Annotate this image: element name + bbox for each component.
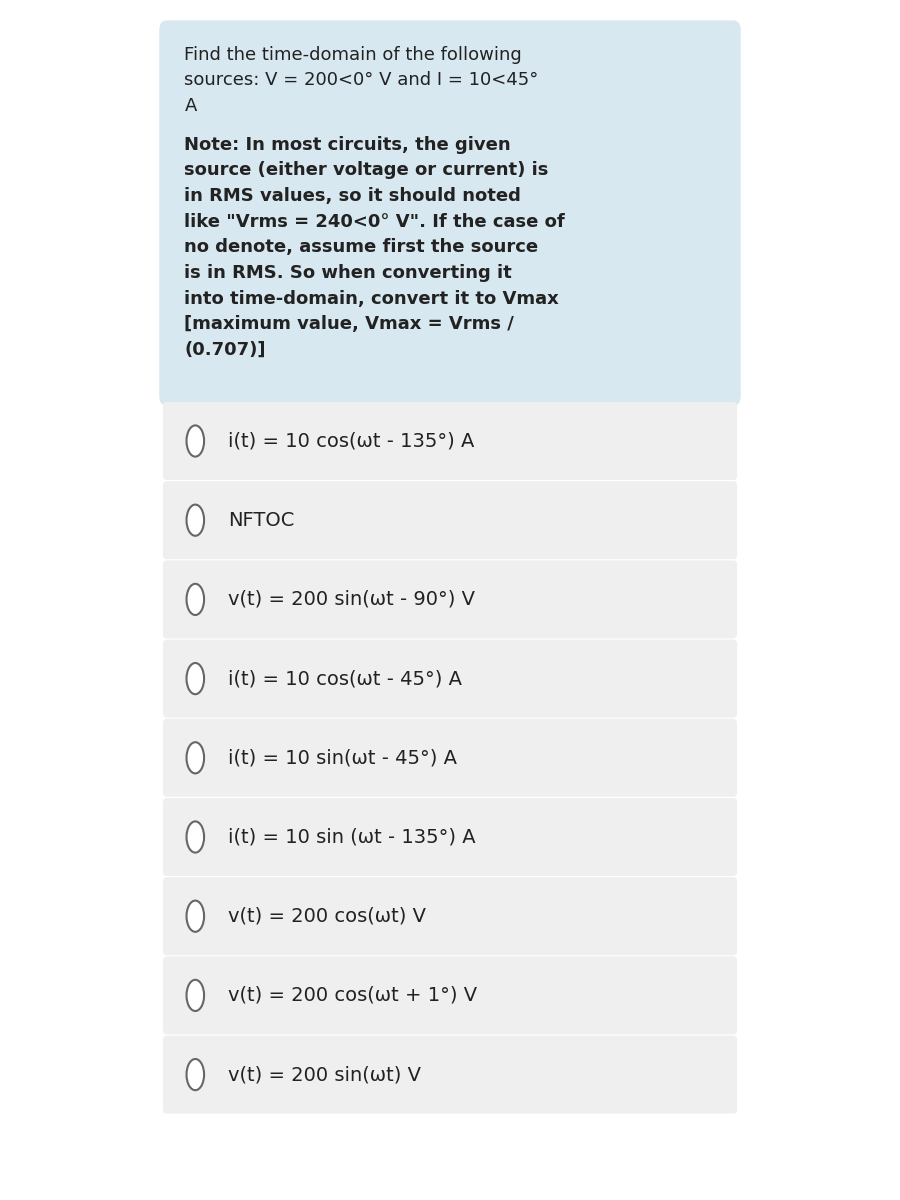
FancyBboxPatch shape xyxy=(163,956,737,1034)
Text: i(t) = 10 cos(ωt - 45°) A: i(t) = 10 cos(ωt - 45°) A xyxy=(228,670,462,688)
Ellipse shape xyxy=(186,742,204,774)
Text: v(t) = 200 cos(ωt + 1°) V: v(t) = 200 cos(ωt + 1°) V xyxy=(228,986,477,1004)
FancyBboxPatch shape xyxy=(163,798,737,876)
Ellipse shape xyxy=(186,822,204,853)
Text: v(t) = 200 sin(ωt - 90°) V: v(t) = 200 sin(ωt - 90°) V xyxy=(228,590,474,608)
Ellipse shape xyxy=(186,1060,204,1091)
FancyBboxPatch shape xyxy=(163,640,737,718)
Ellipse shape xyxy=(186,584,204,616)
Text: Note: In most circuits, the given
source (either voltage or current) is
in RMS v: Note: In most circuits, the given source… xyxy=(184,136,565,359)
Ellipse shape xyxy=(186,505,204,536)
Ellipse shape xyxy=(186,980,204,1012)
FancyBboxPatch shape xyxy=(163,560,737,638)
FancyBboxPatch shape xyxy=(163,402,737,480)
Text: i(t) = 10 sin (ωt - 135°) A: i(t) = 10 sin (ωt - 135°) A xyxy=(228,828,475,846)
FancyBboxPatch shape xyxy=(163,719,737,797)
Text: i(t) = 10 sin(ωt - 45°) A: i(t) = 10 sin(ωt - 45°) A xyxy=(228,749,456,767)
FancyBboxPatch shape xyxy=(163,1036,737,1114)
Text: i(t) = 10 cos(ωt - 135°) A: i(t) = 10 cos(ωt - 135°) A xyxy=(228,432,474,450)
Text: v(t) = 200 cos(ωt) V: v(t) = 200 cos(ωt) V xyxy=(228,907,426,925)
FancyBboxPatch shape xyxy=(159,20,741,406)
Text: v(t) = 200 sin(ωt) V: v(t) = 200 sin(ωt) V xyxy=(228,1066,420,1084)
FancyBboxPatch shape xyxy=(163,877,737,955)
Ellipse shape xyxy=(186,426,204,457)
FancyBboxPatch shape xyxy=(163,481,737,559)
Text: NFTOC: NFTOC xyxy=(228,511,294,529)
Ellipse shape xyxy=(186,664,204,695)
Ellipse shape xyxy=(186,901,204,932)
Text: Find the time-domain of the following
sources: V = 200<0° V and I = 10<45°
A: Find the time-domain of the following so… xyxy=(184,46,539,115)
